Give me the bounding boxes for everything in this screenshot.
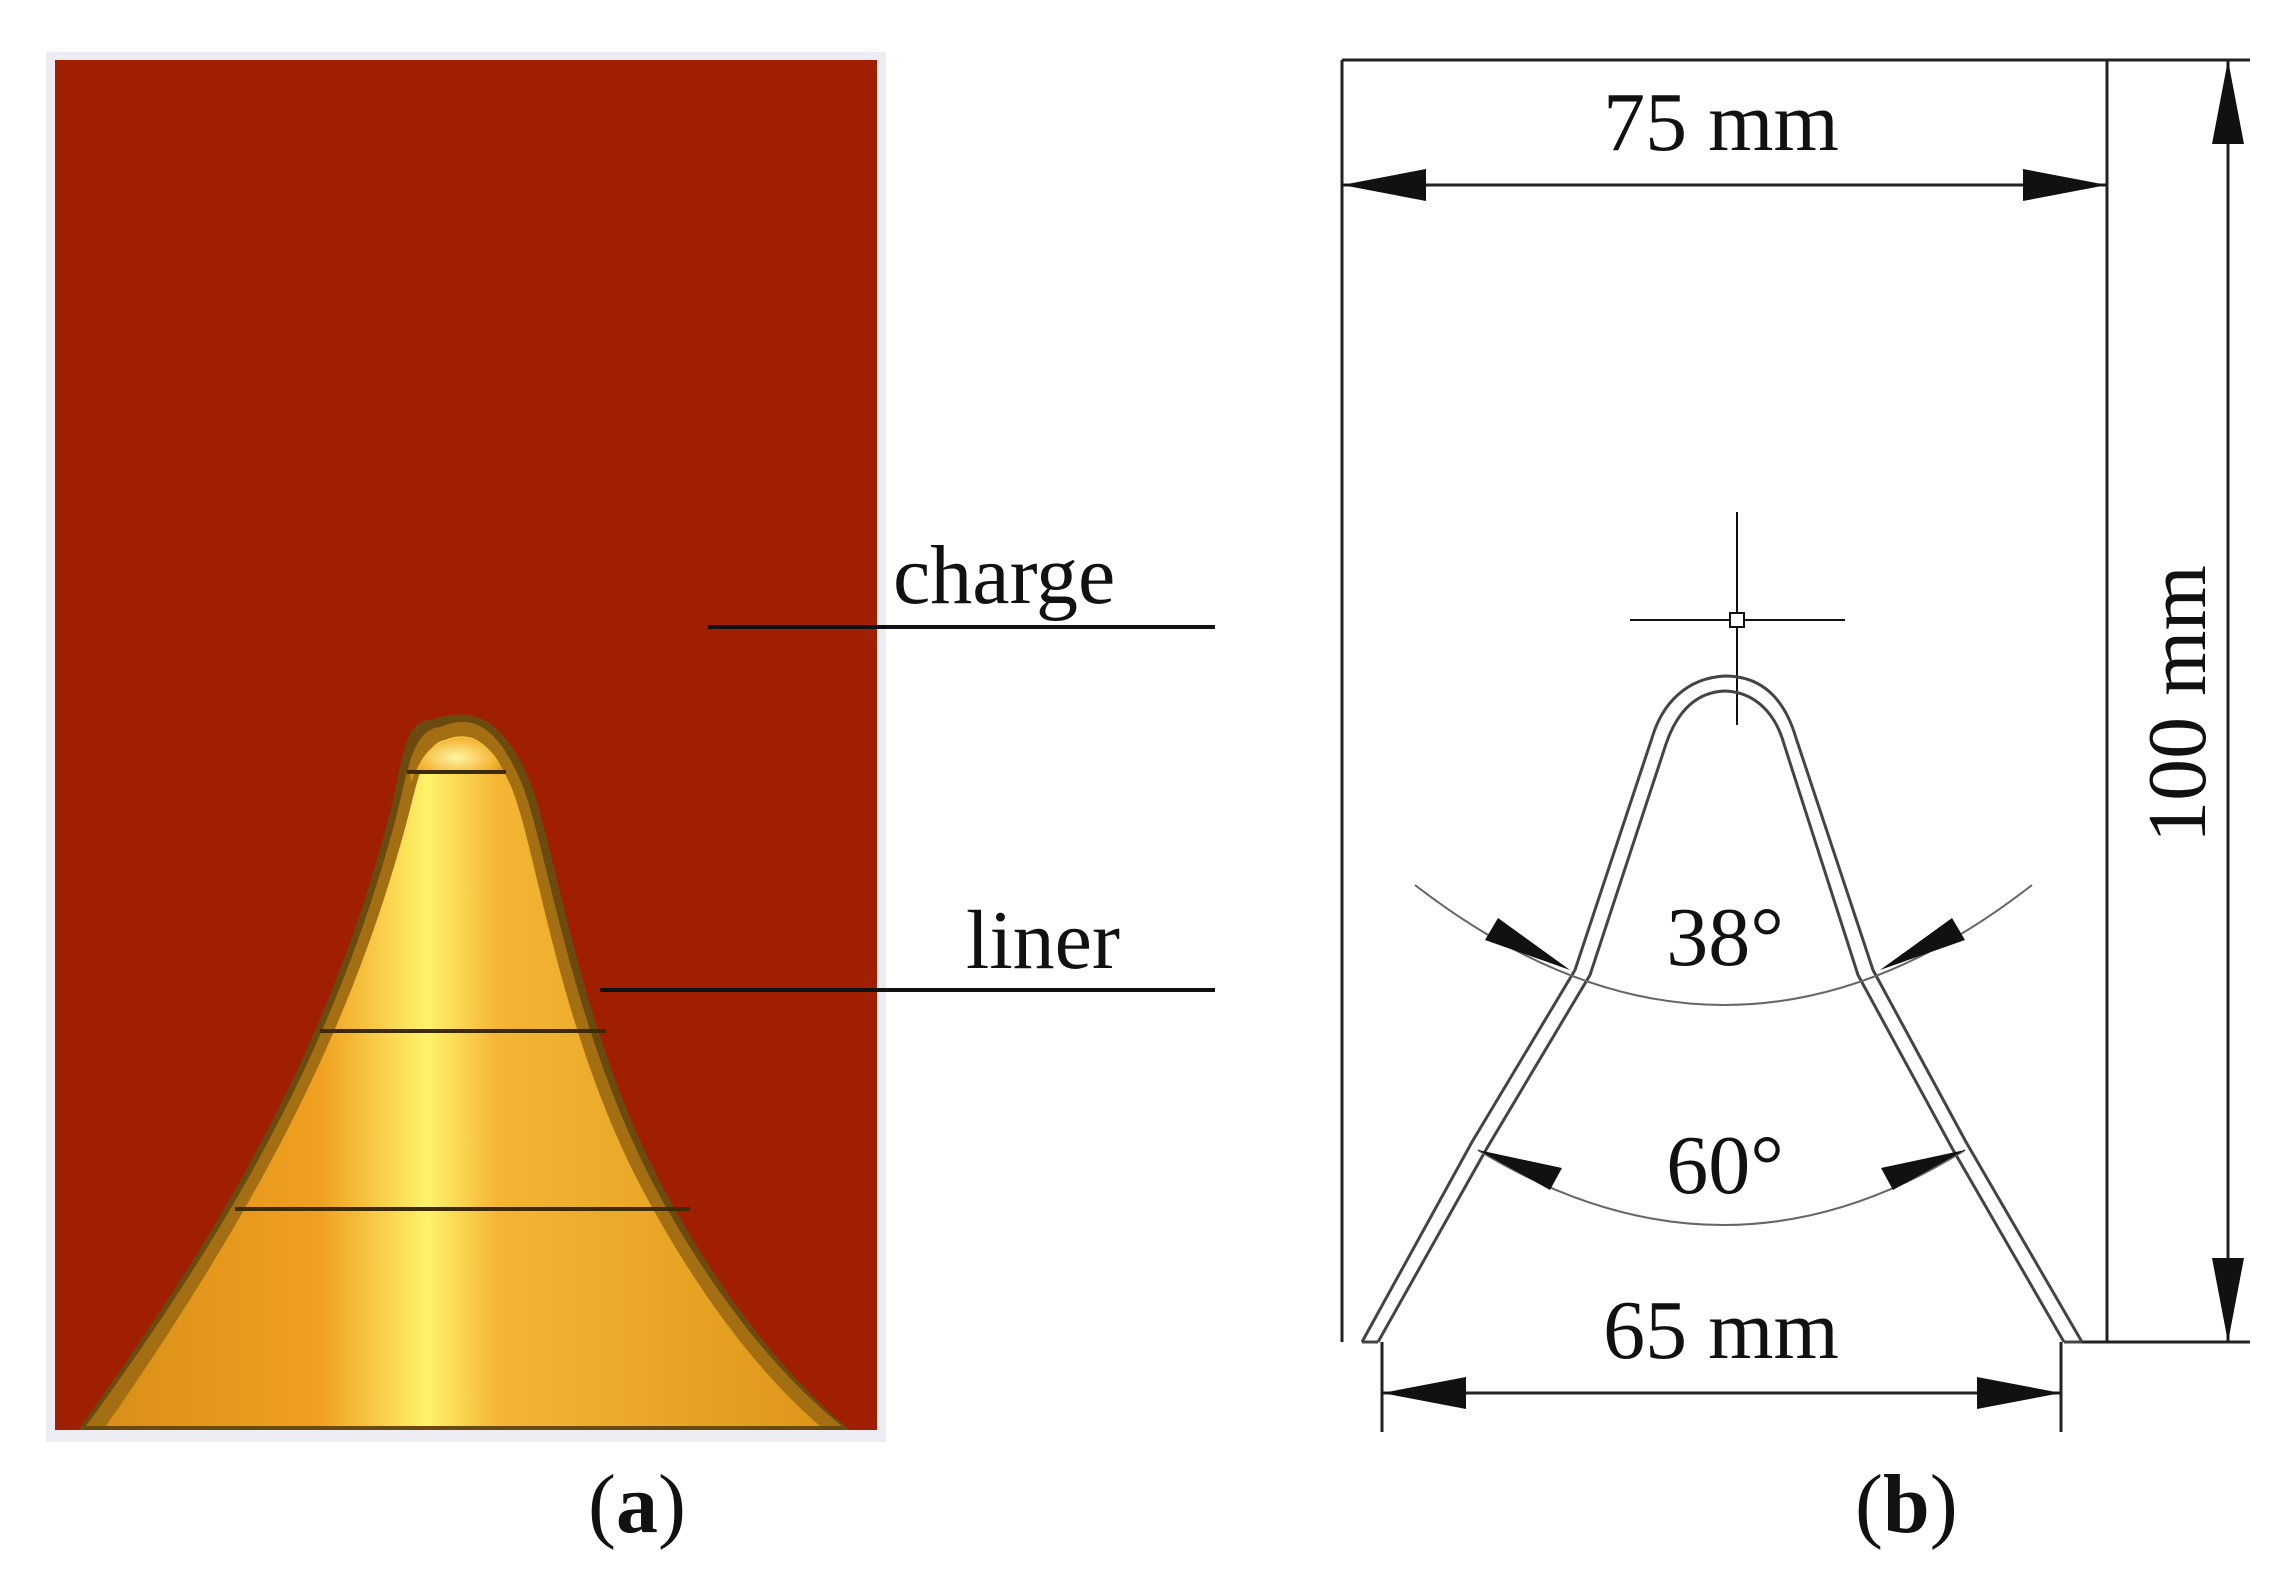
panel-a-caption: (a)	[588, 1458, 686, 1551]
panel-b: 75 mm 100 mm 65 mm	[1340, 58, 2250, 1551]
panel-b-caption: (b)	[1855, 1458, 1958, 1551]
panel-a: charge liner (a)	[46, 52, 1215, 1551]
panel-b-caption-letter: b	[1883, 1458, 1930, 1551]
top-width-dimension: 75 mm	[1342, 76, 2107, 201]
lower-angle-dimension: 60°	[1477, 1119, 1966, 1226]
panel-b-caption-open: (	[1855, 1458, 1883, 1551]
charge-label: charge	[893, 529, 1115, 622]
top-width-label: 75 mm	[1603, 76, 1839, 169]
height-label: 100 mm	[2131, 565, 2224, 843]
liner-profile-inner	[1376, 689, 2066, 1343]
bottom-width-label: 65 mm	[1603, 1284, 1839, 1377]
upper-angle-label: 38°	[1666, 891, 1784, 984]
upper-angle-dimension: 38°	[1414, 884, 2033, 1006]
liner-profile-outer	[1360, 674, 2084, 1343]
panel-a-caption-letter: a	[616, 1458, 658, 1551]
liner-profile	[1360, 674, 2084, 1344]
liner-label: liner	[966, 894, 1120, 987]
liner-inner-surface	[106, 736, 820, 1426]
panel-a-caption-open: (	[588, 1458, 616, 1551]
center-crosshair	[1630, 512, 1845, 725]
height-dimension: 100 mm	[2131, 60, 2244, 1342]
panel-b-caption-close: )	[1930, 1458, 1958, 1551]
bottom-width-dimension: 65 mm	[1382, 1284, 2061, 1409]
panel-a-caption-close: )	[658, 1458, 686, 1551]
lower-angle-label: 60°	[1666, 1119, 1784, 1212]
